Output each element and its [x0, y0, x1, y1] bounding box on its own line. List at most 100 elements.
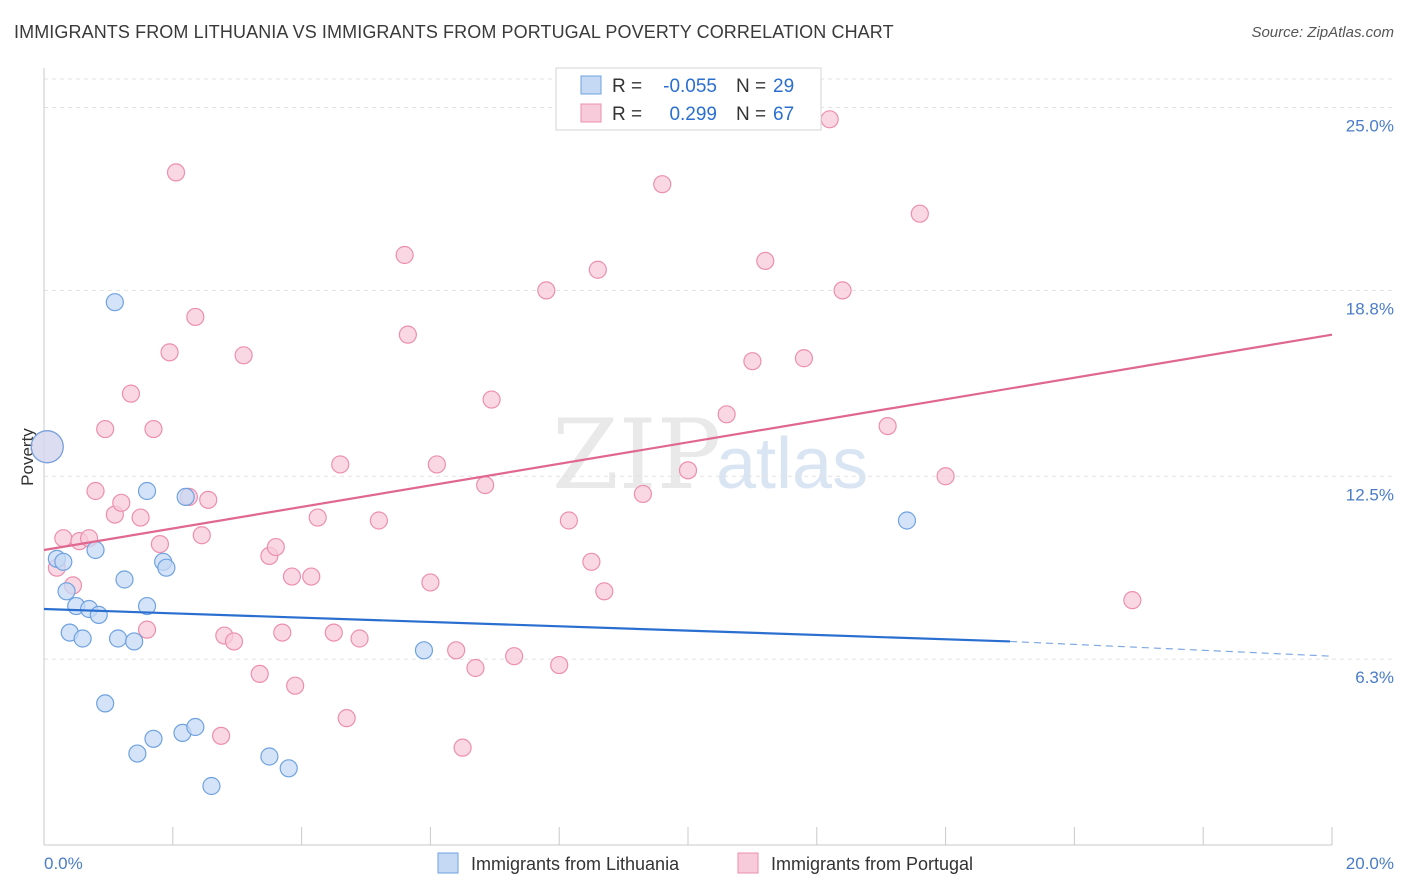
portugal-point-43	[453, 738, 472, 757]
portugal-point-65	[936, 467, 955, 486]
portugal-point-20	[199, 490, 218, 509]
portugal-point-21	[212, 726, 231, 745]
portugal-point-44	[466, 658, 485, 678]
lithuania-point-22	[186, 717, 205, 737]
portugal-point-49	[550, 655, 569, 675]
legend-r-value-lithuania: -0.055	[663, 76, 717, 97]
portugal-point-58	[743, 352, 762, 371]
portugal-point-59	[756, 251, 775, 270]
portugal-point-56	[678, 461, 698, 480]
lithuania-point-5	[73, 629, 92, 648]
portugal-point-31	[302, 567, 321, 586]
legend-n-label-lithuania: N =	[736, 76, 766, 97]
lithuania-point-28	[30, 430, 64, 464]
portugal-point-18	[186, 307, 205, 327]
lithuania-point-14	[128, 744, 147, 763]
x-tick-marks	[43, 827, 1333, 845]
legend-swatch-portugal	[580, 103, 602, 123]
portugal-point-64	[910, 204, 929, 223]
portugal-point-12	[137, 620, 157, 639]
portugal-point-6	[86, 481, 105, 501]
portugal-point-35	[337, 709, 356, 728]
lithuania-point-27	[897, 511, 917, 530]
legend-r-label-portugal: R =	[612, 104, 642, 125]
chart-title: IMMIGRANTS FROM LITHUANIA VS IMMIGRANTS …	[14, 22, 894, 42]
portugal-point-53	[595, 582, 614, 601]
portugal-point-42	[447, 641, 466, 660]
portugal-point-13	[144, 419, 163, 439]
legend-n-value-lithuania: 29	[773, 76, 794, 97]
portugal-point-25	[250, 664, 269, 684]
top-legend: R = -0.055 N = 29 R = 0.299 N = 67	[555, 67, 822, 131]
lithuania-point-21	[176, 487, 195, 506]
portugal-point-37	[369, 511, 388, 530]
portugal-point-45	[476, 476, 495, 495]
y-tick-label-2: 18.8%	[1346, 299, 1394, 318]
lithuania-point-23	[202, 776, 221, 796]
lithuania-point-17	[144, 729, 163, 748]
x-tick-label-max: 20.0%	[1346, 854, 1394, 873]
y-tick-label-1: 12.5%	[1346, 485, 1394, 504]
lithuania-point-10	[105, 293, 124, 312]
portugal-point-36	[350, 629, 369, 648]
legend-swatch-lithuania	[580, 75, 602, 95]
source-label: Source: ZipAtlas.com	[1251, 24, 1394, 41]
portugal-point-29	[282, 567, 302, 586]
lithuania-point-8	[89, 605, 108, 625]
portugal-point-14	[150, 534, 170, 554]
portugal-point-61	[820, 110, 839, 129]
lithuania-point-12	[115, 570, 134, 589]
bottom-legend-swatch-portugal	[737, 852, 759, 874]
portugal-point-47	[505, 647, 524, 666]
portugal-point-32	[308, 508, 327, 527]
y-tick-label-0: 6.3%	[1355, 668, 1394, 687]
trend-line-portugal	[43, 333, 1333, 552]
portugal-point-33	[324, 623, 343, 642]
lithuania-point-2	[57, 582, 76, 601]
legend-r-value-portugal: 0.299	[669, 104, 717, 125]
portugal-point-54	[633, 484, 653, 504]
portugal-point-40	[421, 573, 440, 592]
portugal-point-2	[54, 529, 73, 548]
bottom-legend-label-lithuania: Immigrants from Lithuania	[471, 854, 680, 874]
lithuania-point-26	[414, 641, 434, 660]
portugal-point-66	[1123, 591, 1142, 610]
portugal-point-30	[286, 676, 305, 695]
portugal-point-10	[121, 384, 141, 403]
lithuania-point-1	[54, 552, 73, 571]
legend-r-label-lithuania: R =	[612, 76, 642, 97]
legend-n-label-portugal: N =	[736, 104, 766, 125]
legend-n-value-portugal: 67	[773, 104, 794, 125]
portugal-point-57	[717, 405, 736, 424]
trend-lines	[43, 333, 1333, 657]
portugal-point-27	[266, 537, 285, 557]
trend-line-lithuania	[43, 607, 1011, 643]
portugal-point-24	[234, 346, 253, 365]
portugal-point-48	[537, 281, 556, 300]
portugal-point-9	[112, 493, 131, 512]
portugal-point-39	[398, 325, 417, 344]
lithuania-point-19	[157, 558, 176, 577]
bottom-legend-swatch-lithuania	[437, 852, 459, 874]
series-lithuania-points	[30, 293, 917, 796]
lithuania-point-25	[279, 759, 298, 778]
bottom-legend-label-portugal: Immigrants from Portugal	[771, 854, 973, 874]
lithuania-point-24	[260, 747, 279, 766]
portugal-point-19	[192, 526, 211, 545]
lithuania-point-9	[96, 694, 115, 713]
y-tick-label-3: 25.0%	[1346, 117, 1394, 136]
portugal-point-11	[131, 508, 150, 527]
lithuania-point-16	[137, 481, 157, 501]
portugal-point-60	[794, 349, 814, 368]
portugal-point-63	[878, 417, 897, 436]
portugal-point-23	[224, 632, 244, 651]
portugal-point-15	[160, 343, 179, 362]
portugal-point-51	[582, 552, 601, 571]
watermark-atlas: atlas	[716, 424, 868, 504]
portugal-point-28	[273, 623, 292, 642]
portugal-point-50	[559, 511, 578, 530]
portugal-point-62	[833, 281, 852, 300]
lithuania-point-7	[86, 540, 105, 560]
lithuania-point-15	[137, 596, 157, 616]
portugal-point-41	[427, 455, 446, 474]
